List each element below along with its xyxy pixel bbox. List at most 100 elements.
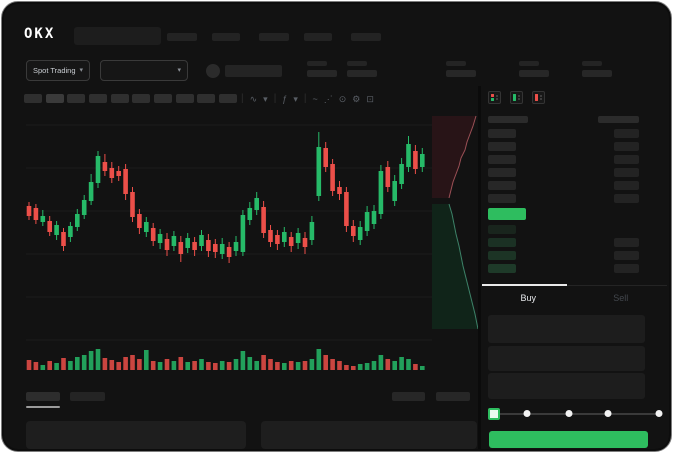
volume-bar	[378, 355, 384, 370]
timeframe-button[interactable]	[197, 94, 215, 103]
bottom-action-placeholder[interactable]	[436, 392, 470, 401]
book-view-combined-icon[interactable]	[488, 91, 501, 104]
candle-body	[316, 147, 322, 196]
candle-body	[157, 234, 163, 243]
book-view-asks-icon[interactable]	[532, 91, 545, 104]
candle-body	[254, 198, 259, 210]
candle-body	[102, 162, 108, 171]
candle-body	[178, 242, 184, 254]
bottom-table-placeholder	[26, 421, 246, 449]
candle-body	[33, 208, 39, 220]
volume-bar	[323, 355, 328, 370]
timeframe-button[interactable]	[111, 94, 129, 103]
nav-item-placeholder[interactable]	[304, 33, 332, 41]
price-input[interactable]	[488, 315, 645, 343]
depth-bids-line	[448, 203, 479, 330]
timeframe-button[interactable]	[89, 94, 107, 103]
nav-item-placeholder[interactable]	[212, 33, 240, 41]
tab-sell[interactable]: Sell	[613, 293, 629, 303]
fullscreen-icon[interactable]: ⊡	[366, 93, 374, 104]
bottom-tab[interactable]	[70, 392, 105, 401]
timeframe-button[interactable]	[154, 94, 172, 103]
candle-body	[75, 214, 80, 227]
slider-stop[interactable]	[523, 410, 531, 417]
timeframe-button[interactable]	[67, 94, 85, 103]
indicators-icon[interactable]: ƒ	[282, 93, 288, 104]
candle-body	[61, 232, 66, 246]
ask-row-price[interactable]	[488, 142, 516, 151]
timeframe-button[interactable]	[176, 94, 194, 103]
candle-body	[26, 206, 32, 216]
volume-bar	[309, 359, 315, 370]
bid-row-price[interactable]	[488, 238, 516, 247]
active-tab-underline	[26, 406, 60, 408]
timeframe-button[interactable]	[132, 94, 150, 103]
settings-icon[interactable]: ⚙	[352, 93, 361, 104]
bottom-tab[interactable]	[26, 392, 60, 401]
stat-label-placeholder	[446, 61, 466, 66]
volume-bar	[302, 361, 308, 370]
volume-bar	[109, 360, 115, 370]
volume-bar	[137, 359, 142, 370]
timeframe-button[interactable]	[219, 94, 237, 103]
bid-row-price[interactable]	[488, 251, 516, 260]
camera-icon[interactable]: ⊙	[338, 93, 347, 104]
depth-asks	[432, 116, 476, 198]
tab-buy[interactable]: Buy	[482, 284, 575, 310]
volume-bar	[116, 362, 121, 370]
slider-stop[interactable]	[655, 410, 663, 417]
slider-stop[interactable]	[565, 410, 573, 417]
volume-bar	[26, 360, 32, 370]
pair-name-placeholder	[225, 65, 282, 77]
amount-input[interactable]	[488, 346, 645, 371]
candle-body	[137, 214, 142, 228]
candle-body	[330, 164, 335, 191]
header-search-placeholder[interactable]	[74, 27, 161, 45]
ask-row-price[interactable]	[488, 155, 516, 164]
ask-row-price[interactable]	[488, 168, 516, 177]
candle-body	[288, 237, 294, 246]
candle-body	[399, 164, 404, 184]
coin-icon	[206, 64, 220, 78]
ask-row-amount	[614, 168, 639, 177]
market-selector[interactable]: Spot Trading ▾	[26, 60, 90, 81]
volume-bar	[157, 362, 163, 370]
candle-body	[40, 216, 46, 222]
volume-bar	[81, 355, 87, 370]
volume-bar	[282, 363, 287, 370]
ask-row-price[interactable]	[488, 194, 516, 203]
book-view-bids-icon[interactable]	[510, 91, 523, 104]
amount-slider[interactable]	[488, 408, 663, 420]
buy-submit-button[interactable]	[489, 431, 648, 448]
nav-item-placeholder[interactable]	[167, 33, 197, 41]
stat-label-placeholder	[307, 61, 327, 66]
bottom-action-placeholder[interactable]	[392, 392, 425, 401]
volume-bar	[357, 364, 363, 370]
nav-item-placeholder[interactable]	[259, 33, 289, 41]
ask-row-price[interactable]	[488, 181, 516, 190]
bid-row-price[interactable]	[488, 264, 516, 273]
slider-stop[interactable]	[604, 410, 612, 417]
timeframe-button[interactable]	[24, 94, 42, 103]
slider-handle[interactable]	[488, 408, 500, 420]
candle-body	[123, 169, 128, 194]
candle-body	[68, 226, 73, 237]
bid-row-price[interactable]	[488, 225, 516, 234]
pair-selector[interactable]: ▾	[100, 60, 188, 81]
chevron-down-icon[interactable]: ▾	[263, 93, 268, 104]
candle-body	[185, 238, 190, 248]
volume-bar	[130, 355, 135, 370]
nav-item-placeholder[interactable]	[351, 33, 381, 41]
last-price-badge[interactable]	[488, 208, 526, 220]
timeframe-button[interactable]	[46, 94, 64, 103]
line-tool-icon[interactable]: ~	[312, 93, 318, 104]
ask-row-price[interactable]	[488, 129, 516, 138]
compare-icon[interactable]: ⋰	[323, 93, 333, 104]
candle-body	[247, 208, 253, 220]
volume-bar	[344, 365, 349, 370]
volume-bar	[150, 361, 156, 370]
total-input[interactable]	[488, 373, 645, 399]
chevron-down-icon[interactable]: ▾	[293, 93, 298, 104]
candle-type-icon[interactable]: ∿	[249, 93, 258, 104]
